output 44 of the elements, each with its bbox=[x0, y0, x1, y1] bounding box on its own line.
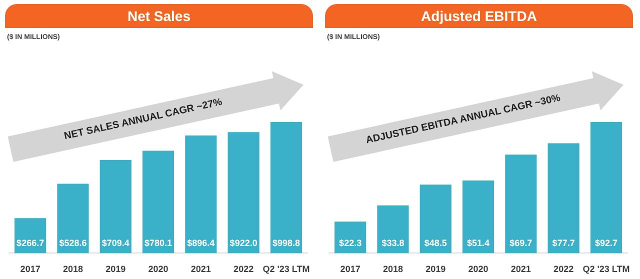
x-tick-label: Q2 '23 LTM bbox=[262, 264, 310, 274]
data-label: $528.6 bbox=[59, 238, 87, 248]
bar bbox=[334, 222, 366, 254]
bar bbox=[462, 180, 494, 254]
bar bbox=[228, 132, 260, 254]
data-label: $998.8 bbox=[272, 238, 300, 248]
data-label: $922.0 bbox=[230, 238, 258, 248]
data-label: $48.5 bbox=[424, 238, 447, 248]
data-label: $896.4 bbox=[187, 238, 215, 248]
annotation: NET SALES ANNUAL CAGR ~27% bbox=[62, 96, 224, 144]
chart-title: Net Sales bbox=[5, 4, 313, 28]
x-tick-label: 2022 bbox=[234, 264, 254, 274]
x-tick-label: 2022 bbox=[554, 264, 574, 274]
data-label: $33.8 bbox=[382, 238, 404, 248]
data-label: $69.7 bbox=[510, 238, 532, 248]
data-label: $77.7 bbox=[552, 238, 575, 248]
x-tick-label: 2017 bbox=[20, 264, 40, 274]
x-tick-label: 2017 bbox=[340, 264, 360, 274]
bar bbox=[505, 154, 537, 254]
data-label: $22.3 bbox=[339, 238, 362, 248]
data-label: $266.7 bbox=[16, 238, 44, 248]
x-tick-label: 2018 bbox=[382, 264, 403, 274]
x-tick-label: 2020 bbox=[148, 264, 168, 274]
chart-title: Adjusted EBITDA bbox=[325, 4, 633, 28]
x-tick-label: 2019 bbox=[106, 264, 126, 274]
data-label: $51.4 bbox=[467, 238, 490, 248]
data-label: $709.4 bbox=[102, 238, 130, 248]
bar bbox=[142, 150, 174, 254]
bar bbox=[57, 184, 89, 254]
bar bbox=[185, 136, 217, 254]
bar bbox=[420, 184, 452, 254]
bar bbox=[100, 160, 132, 254]
x-tick-label: Q2 '23 LTM bbox=[582, 264, 630, 274]
data-label: $92.7 bbox=[594, 238, 618, 248]
bar bbox=[590, 122, 622, 254]
data-label: $780.1 bbox=[144, 238, 172, 248]
x-tick-label: 2021 bbox=[510, 264, 531, 274]
x-tick-label: 2018 bbox=[62, 264, 83, 274]
x-tick-label: 2021 bbox=[190, 264, 211, 274]
bar bbox=[377, 205, 409, 254]
bar bbox=[270, 122, 302, 254]
x-tick-label: 2019 bbox=[426, 264, 446, 274]
x-tick-label: 2020 bbox=[468, 264, 488, 274]
bar bbox=[548, 143, 580, 254]
